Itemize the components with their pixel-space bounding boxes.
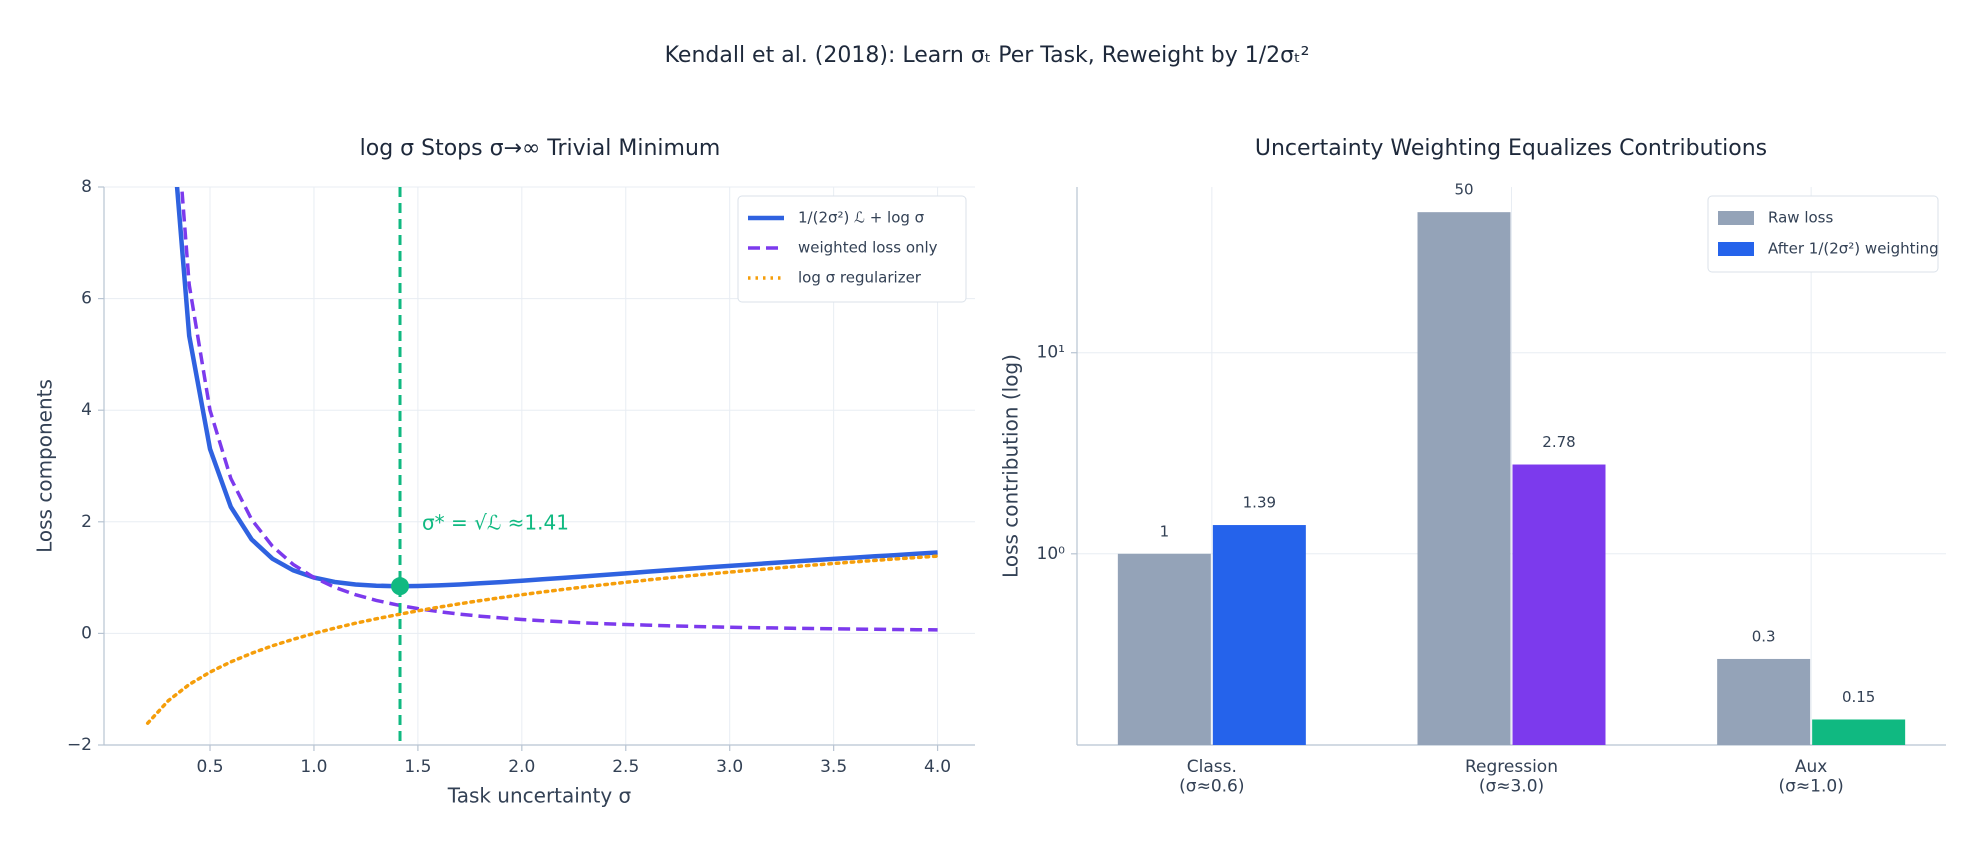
legend-label: weighted loss only: [798, 239, 938, 257]
y-tick-label: 6: [81, 289, 92, 309]
y-tick-label: 10⁰: [1037, 544, 1066, 564]
plot-area: [145, 187, 940, 725]
x-tick-label: 1.5: [404, 757, 431, 777]
x-tick-label: Class. (σ≈0.6): [1179, 757, 1244, 797]
chart-title: log σ Stops σ→∞ Trivial Minimum: [360, 136, 721, 161]
x-tick-label: 2.5: [612, 757, 639, 777]
x-tick-label: 3.5: [820, 757, 847, 777]
x-tick-label: Aux (σ≈1.0): [1778, 757, 1843, 797]
y-tick-label: 0: [81, 623, 92, 643]
figure-title: Kendall et al. (2018): Learn σₜ Per Task…: [665, 43, 1310, 68]
legend-label: 1/(2σ²) ℒ + log σ: [798, 209, 925, 227]
bar: [1212, 525, 1306, 745]
bar: [1512, 464, 1606, 745]
y-tick-label: 4: [81, 400, 92, 420]
y-tick-label: −2: [67, 735, 92, 755]
x-tick-label: 3.0: [716, 757, 743, 777]
value-label: 0.15: [1842, 688, 1875, 706]
x-tick-label: 0.5: [196, 757, 223, 777]
optimum-marker: [391, 577, 410, 596]
y-tick-label: 10¹: [1037, 343, 1065, 363]
bar: [1812, 719, 1906, 745]
y-tick-label: 8: [81, 177, 92, 197]
x-tick-label: Regression (σ≈3.0): [1465, 757, 1558, 797]
chart-title: Uncertainty Weighting Equalizes Contribu…: [1255, 136, 1767, 161]
value-label: 2.78: [1542, 433, 1575, 451]
value-label: 0.3: [1752, 627, 1776, 645]
legend-box: [1707, 195, 1939, 273]
x-axis-label: Task uncertainty σ: [447, 784, 632, 808]
line-series: [145, 554, 940, 725]
line-series: [174, 187, 938, 589]
y-axis-label: Loss contribution (log): [999, 354, 1023, 578]
legend-swatch: [1718, 211, 1754, 225]
y-tick-label: 2: [81, 512, 92, 532]
value-label: 50: [1454, 181, 1473, 199]
legend-label: log σ regularizer: [798, 269, 922, 287]
legend-label: Raw loss: [1768, 209, 1833, 227]
line-series: [179, 187, 938, 632]
legend-label: After 1/(2σ²) weighting: [1768, 240, 1939, 258]
x-tick-label: 2.0: [508, 757, 535, 777]
value-label: 1: [1160, 522, 1170, 540]
value-label: 1.39: [1243, 494, 1276, 512]
x-tick-label: 1.0: [300, 757, 327, 777]
bar: [1117, 553, 1211, 745]
x-tick-label: 4.0: [924, 757, 951, 777]
legend-box: [737, 195, 967, 303]
bar: [1417, 212, 1511, 746]
legend-swatch: [1718, 242, 1754, 256]
annotation: σ* = √ℒ ≈1.41: [422, 511, 569, 535]
bar: [1717, 658, 1811, 745]
y-axis-label: Loss components: [33, 379, 57, 553]
